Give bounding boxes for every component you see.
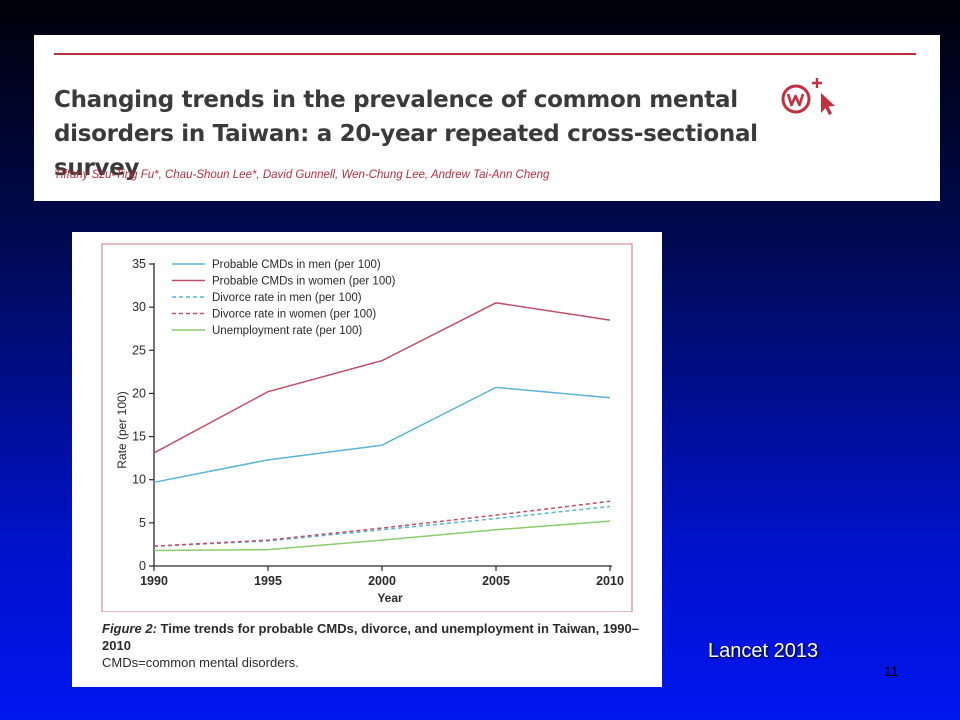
journal-logo-icon [781,78,835,115]
chart-series [153,302,611,552]
legend-label: Probable CMDs in women (per 100) [212,276,396,288]
series-line-5 [153,520,611,552]
x-tick-label: 1995 [254,574,282,588]
caption-label: Figure 2: [102,621,157,636]
y-tick-label: 30 [132,300,146,314]
x-tick-label: 1990 [140,574,168,588]
paper-authors: Tiffany Szu-Ting Fu*, Chau-Shoun Lee*, D… [54,169,550,181]
y-tick-label: 15 [132,430,146,444]
x-tick-label: 2010 [596,574,624,588]
y-tick-label: 10 [132,473,146,487]
series-line-1 [153,386,611,484]
source-label: Lancet 2013 [708,640,819,662]
y-tick-label: 25 [132,343,146,357]
paper-header: Changing trends in the prevalence of com… [34,35,940,201]
x-axis-title: Year [377,591,403,605]
chart-axes: 0 5 10 15 20 25 30 35 1990 1995 2000 2005 2010 [132,257,624,588]
chart-frame [101,243,633,612]
x-tick-label: 2005 [482,574,510,588]
legend-label: Probable CMDs in men (per 100) [212,259,381,271]
y-tick-label: 20 [132,386,146,400]
y-tick-label: 5 [139,516,146,530]
paper-title: Changing trends in the prevalence of com… [54,87,758,181]
y-tick-label: 0 [139,559,146,573]
caption-note: CMDs=common mental disorders. [102,655,299,670]
x-tick-label: 2000 [368,574,396,588]
series-line-2 [153,302,611,454]
figure-caption: Figure 2: Time trends for probable CMDs,… [102,620,642,671]
chart-legend: Probable CMDs in men (per 100) Probable C… [172,259,396,337]
series-line-4 [153,500,611,547]
y-axis-title: Rate (per 100) [115,391,129,468]
series-line-3 [153,505,611,547]
header-rule [54,53,916,55]
slide-number: 11 [884,663,899,679]
legend-label: Divorce rate in men (per 100) [212,292,362,304]
y-tick-label: 35 [132,257,146,271]
legend-label: Unemployment rate (per 100) [212,325,362,337]
figure-panel: Probable CMDs in men (per 100) Probable C… [72,232,662,687]
caption-text: Time trends for probable CMDs, divorce, … [102,621,639,653]
legend-label: Divorce rate in women (per 100) [212,309,376,321]
line-chart: Probable CMDs in men (per 100) Probable C… [101,243,633,612]
